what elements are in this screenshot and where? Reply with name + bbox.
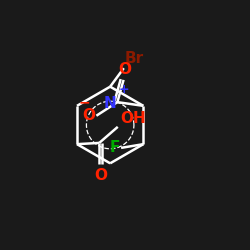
Text: OH: OH bbox=[120, 110, 146, 126]
Text: Br: Br bbox=[125, 51, 144, 66]
Text: N: N bbox=[104, 96, 116, 111]
Text: O: O bbox=[94, 168, 107, 183]
Text: O: O bbox=[82, 108, 95, 123]
Text: +: + bbox=[119, 83, 129, 96]
Text: O: O bbox=[118, 62, 131, 78]
Text: F: F bbox=[110, 140, 120, 155]
Text: −: − bbox=[78, 96, 90, 110]
